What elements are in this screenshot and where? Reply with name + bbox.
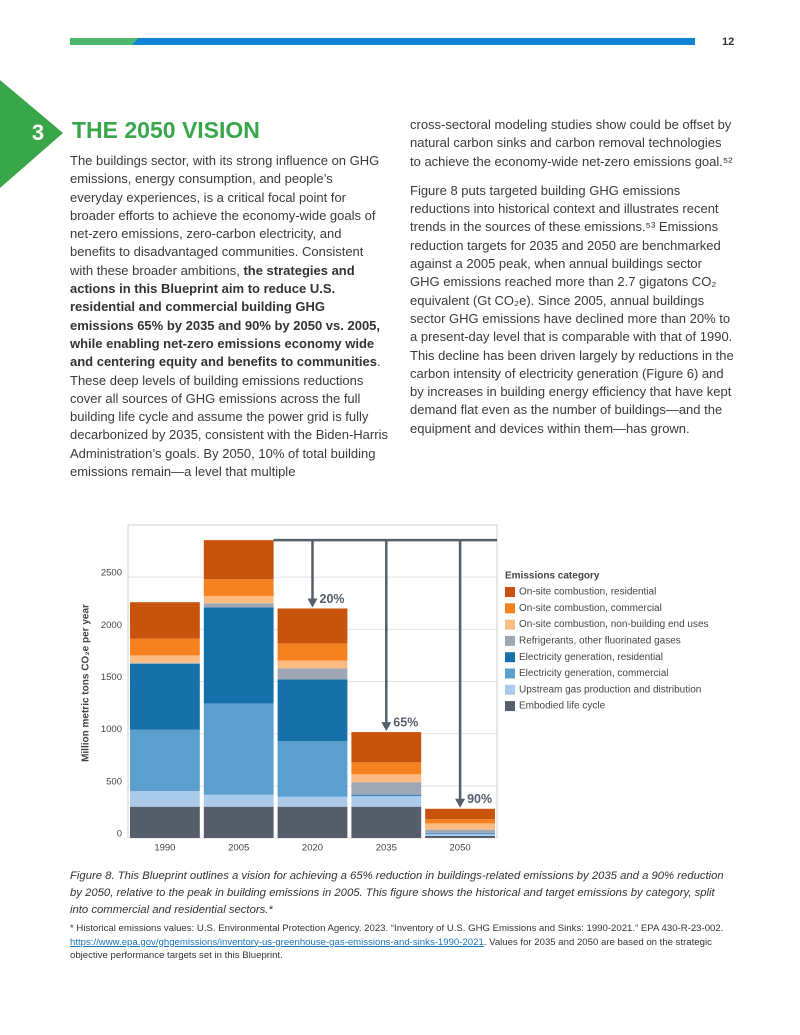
footnote: * Historical emissions values: U.S. Envi… <box>70 922 735 963</box>
bar-segment <box>351 782 422 795</box>
legend-swatch <box>505 652 515 663</box>
bar-segment <box>425 833 495 835</box>
bar-segment <box>277 668 348 680</box>
legend-title: Emissions category <box>505 571 600 582</box>
legend-swatch <box>505 587 515 597</box>
x-tick-label: 2035 <box>376 843 397 854</box>
y-tick-label: 1500 <box>101 672 122 683</box>
arrow-head <box>455 798 466 808</box>
legend-swatch <box>505 635 515 646</box>
bar-segment <box>130 655 200 663</box>
bar-segment <box>351 796 422 807</box>
legend-label: Electricity generation, residential <box>519 652 663 663</box>
x-tick-label: 2050 <box>450 843 471 854</box>
left-column: The buildings sector, with its strong in… <box>70 152 388 492</box>
bar-segment <box>425 829 495 833</box>
y-tick-label: 2000 <box>101 620 122 631</box>
link[interactable]: https://www.epa.gov/ghgemissions/invento… <box>70 936 484 948</box>
bar-segment <box>130 638 200 656</box>
bar-segment <box>277 740 348 797</box>
figure-caption: Figure 8. This Blueprint outlines a visi… <box>70 870 724 916</box>
bar-segment <box>277 643 348 661</box>
bar-segment <box>203 603 274 608</box>
x-tick-label: 2005 <box>228 843 249 854</box>
bar-segment <box>425 808 495 820</box>
bar-segment <box>203 794 274 807</box>
bar-segment <box>277 796 348 807</box>
reduction-label: 20% <box>320 592 345 606</box>
section-number: 3 <box>32 120 44 145</box>
bar-segment <box>351 806 422 838</box>
bar-segment <box>351 794 422 796</box>
text: . Values for 2035 and 2050 are based on … <box>70 936 712 962</box>
legend-swatch <box>505 701 515 712</box>
legend-swatch <box>505 603 515 614</box>
bar-segment <box>130 791 200 807</box>
bar-segment <box>277 608 348 644</box>
paragraph: The buildings sector, with its strong in… <box>70 152 388 481</box>
legend-label: Refrigerants, other fluorinated gases <box>519 636 681 647</box>
legend-label: Embodied life cycle <box>519 701 606 712</box>
bar-segment <box>351 795 422 797</box>
bar-segment <box>203 806 274 838</box>
section-title: THE 2050 VISION <box>72 117 260 143</box>
chart: 0 500 1000 1500 2000 2500 Million metric tons … <box>81 538 709 854</box>
bar-segment <box>203 607 274 704</box>
legend-swatch <box>505 668 515 679</box>
header-bar-green <box>70 38 138 45</box>
y-tick-label: 0 <box>117 829 122 840</box>
bar-segment <box>203 579 274 596</box>
bar-segment <box>425 834 495 836</box>
bar-segment <box>203 595 274 604</box>
x-tick-label: 1990 <box>154 843 175 854</box>
section-tab <box>0 80 63 188</box>
legend-label: Upstream gas production and distribution <box>519 684 701 695</box>
legend-swatch <box>505 619 515 630</box>
legend-label: On-site combustion, commercial <box>519 603 662 614</box>
right-column: cross-sectoral modeling studies show cou… <box>410 116 735 449</box>
bar-segment <box>277 660 348 669</box>
y-axis-label: Million metric tons CO₂e per year <box>81 604 92 762</box>
legend-label: Electricity generation, commercial <box>519 668 669 679</box>
bar-segment <box>203 703 274 795</box>
bar-segment <box>351 762 422 775</box>
legend-label: On-site combustion, residential <box>519 587 656 598</box>
bar-segment <box>425 835 495 838</box>
text: * Historical emissions values: U.S. Envi… <box>70 923 724 934</box>
bar-segment <box>277 679 348 741</box>
bar-segment <box>130 602 200 639</box>
header-bar-blue <box>132 38 695 45</box>
bar-segment <box>130 663 200 730</box>
text: . These deep levels of building emission… <box>70 354 388 480</box>
bar-segment <box>130 729 200 792</box>
text: The buildings sector, with its strong in… <box>70 153 380 278</box>
arrow-head <box>381 722 392 732</box>
reduction-label: 65% <box>393 715 418 729</box>
page-number: 12 <box>722 36 734 48</box>
bar-segment <box>203 540 274 580</box>
bar-segment <box>351 774 422 783</box>
bar-segment <box>425 819 495 824</box>
arrow-head <box>307 598 318 608</box>
bar-segment <box>130 806 200 838</box>
y-tick-label: 2500 <box>101 568 122 579</box>
bar-segment <box>425 832 495 834</box>
paragraph: Figure 8 puts targeted building GHG emis… <box>410 182 734 436</box>
x-tick-label: 2020 <box>302 843 323 854</box>
legend-swatch <box>505 684 515 695</box>
bar-segment <box>351 732 422 763</box>
bar-segment <box>425 823 495 830</box>
y-tick-label: 1000 <box>101 724 122 735</box>
bold-text: the strategies and actions in this Bluep… <box>70 262 381 370</box>
paragraph: cross-sectoral modeling studies show cou… <box>410 117 733 169</box>
reduction-label: 90% <box>467 792 492 806</box>
bar-segment <box>130 662 200 664</box>
bar-segment <box>277 806 348 838</box>
legend-label: On-site combustion, non-building end use… <box>519 619 709 630</box>
y-tick-label: 500 <box>106 776 122 787</box>
